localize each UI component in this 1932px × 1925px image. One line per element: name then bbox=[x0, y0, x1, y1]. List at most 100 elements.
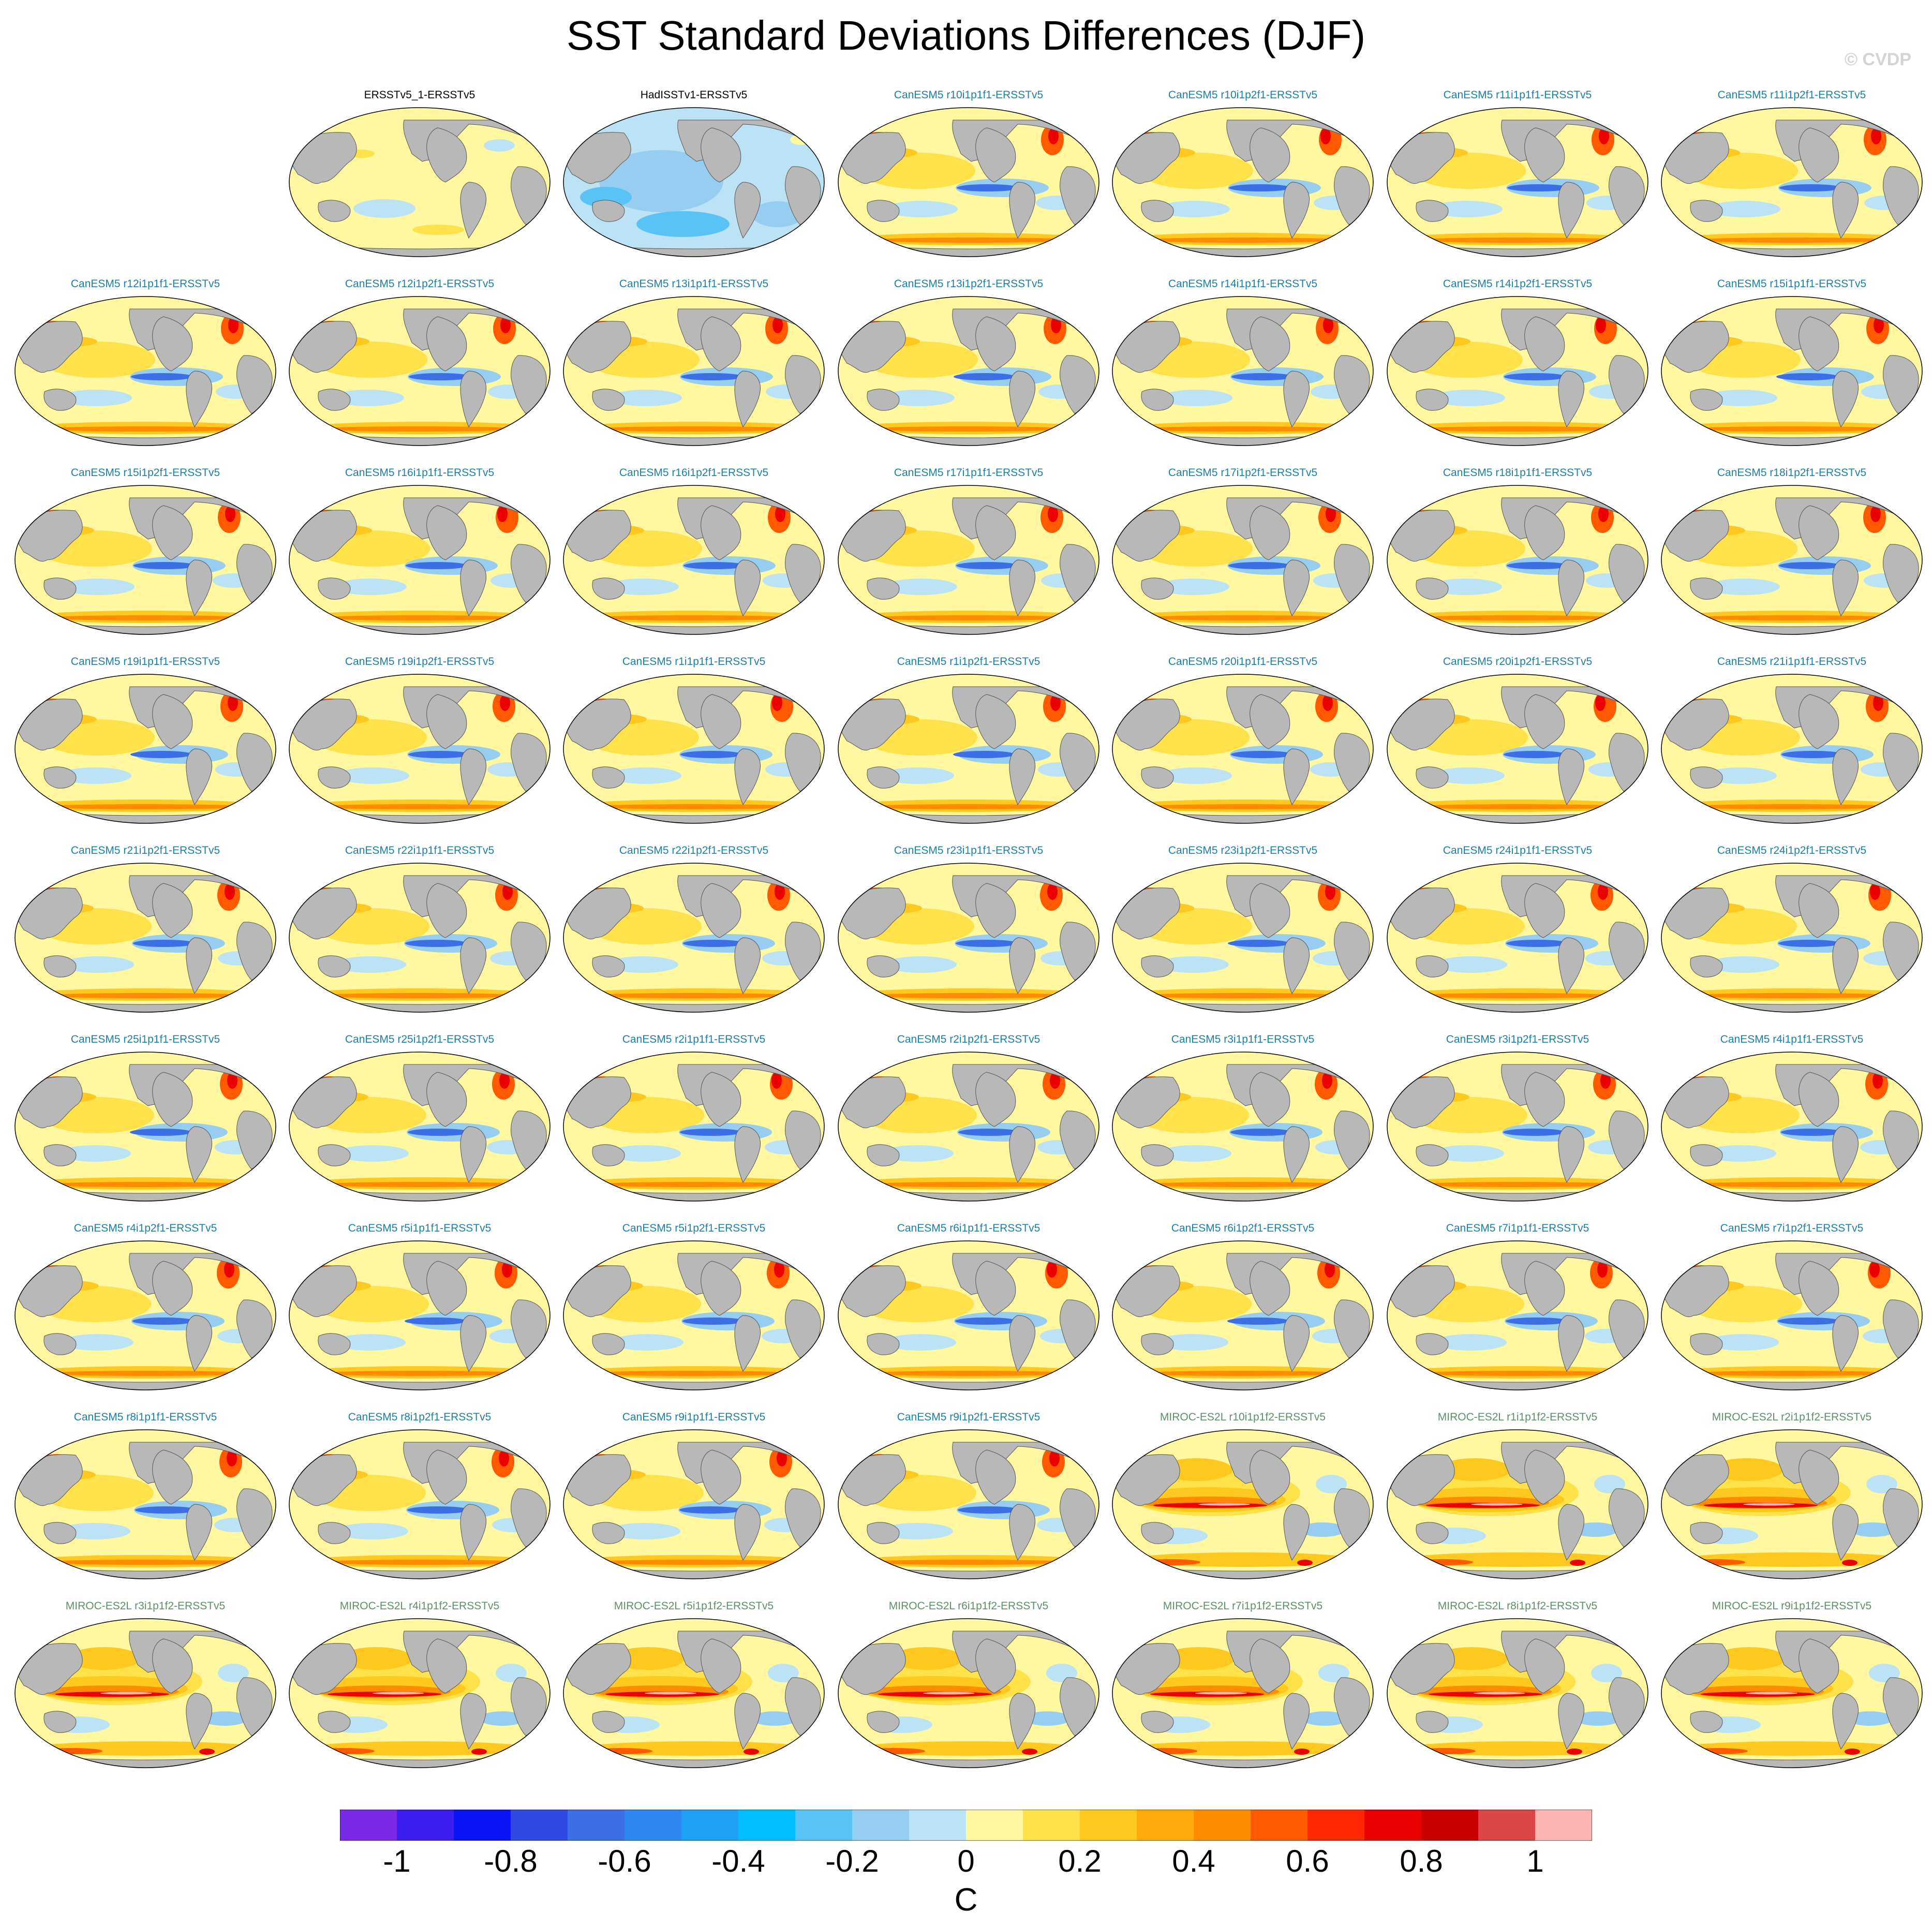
anomaly-region bbox=[59, 767, 131, 784]
anomaly-region bbox=[777, 1450, 787, 1467]
land-mass bbox=[426, 127, 467, 183]
land-mass bbox=[1799, 1072, 1839, 1127]
anomaly-region bbox=[772, 317, 783, 333]
panel-title: MIROC-ES2L r6i1p1f2-ERSSTv5 bbox=[888, 1600, 1049, 1612]
anomaly-region bbox=[863, 1748, 925, 1754]
land-mass bbox=[1283, 559, 1310, 617]
land-mass bbox=[867, 955, 900, 978]
anomaly-region bbox=[772, 694, 782, 711]
map-panel: CanESM5 r6i1p1f1-ERSSTv5 bbox=[831, 1221, 1106, 1397]
map-border bbox=[563, 1052, 825, 1202]
land-mass bbox=[43, 1333, 77, 1355]
land-mass bbox=[1832, 937, 1859, 995]
anomaly-region bbox=[882, 767, 954, 784]
anomaly-region bbox=[1316, 1475, 1347, 1493]
map-panel: CanESM5 r5i1p2f1-ERSSTv5 bbox=[557, 1221, 831, 1397]
anomaly-region bbox=[1432, 767, 1505, 784]
map-panel: MIROC-ES2L r2i1p1f2-ERSSTv5 bbox=[1655, 1410, 1929, 1586]
map-border bbox=[289, 863, 551, 1013]
colorbar-swatch bbox=[1137, 1810, 1194, 1841]
land-mass bbox=[1009, 1504, 1035, 1561]
land-mass bbox=[701, 505, 741, 560]
map-border bbox=[1387, 107, 1648, 257]
anomaly-region bbox=[864, 804, 1071, 809]
anomaly-region bbox=[1294, 1749, 1310, 1755]
sst-difference-map bbox=[1112, 1429, 1374, 1579]
land-mass bbox=[1283, 748, 1310, 806]
panel-title: CanESM5 r6i1p2f1-ERSSTv5 bbox=[1171, 1222, 1315, 1234]
land-mass bbox=[975, 316, 1016, 372]
colorbar-swatch bbox=[397, 1810, 454, 1841]
land-mass bbox=[152, 1261, 193, 1316]
panel-title: CanESM5 r20i1p2f1-ERSSTv5 bbox=[1443, 656, 1593, 668]
anomaly-region bbox=[1847, 1711, 1893, 1726]
panel-title: CanESM5 r14i1p2f1-ERSSTv5 bbox=[1443, 278, 1593, 290]
map-panel: CanESM5 r10i1p2f1-ERSSTv5 bbox=[1106, 88, 1380, 264]
land-mass bbox=[867, 766, 900, 789]
anomaly-region bbox=[1227, 1317, 1289, 1325]
sst-difference-map bbox=[1112, 107, 1374, 257]
anomaly-region bbox=[885, 201, 958, 217]
sst-difference-map bbox=[1661, 674, 1923, 824]
map-border bbox=[563, 674, 825, 824]
panel-title: CanESM5 r11i1p2f1-ERSSTv5 bbox=[1717, 89, 1866, 101]
anomaly-region bbox=[353, 199, 415, 218]
anomaly-region bbox=[1050, 694, 1061, 711]
map-border bbox=[563, 863, 825, 1013]
map-border bbox=[563, 1240, 825, 1390]
sst-difference-map bbox=[1387, 485, 1648, 635]
anomaly-region bbox=[201, 1711, 248, 1726]
land-mass bbox=[734, 748, 761, 806]
colorbar-tick-label: 0.4 bbox=[1172, 1844, 1215, 1878]
map-border bbox=[1661, 1240, 1923, 1390]
land-mass bbox=[152, 1638, 193, 1694]
anomaly-region bbox=[1230, 1129, 1292, 1136]
anomaly-region bbox=[1596, 317, 1606, 333]
anomaly-region bbox=[790, 135, 811, 145]
land-mass bbox=[1416, 389, 1449, 411]
anomaly-region bbox=[1434, 1334, 1507, 1351]
land-mass bbox=[1250, 1072, 1290, 1127]
anomaly-region bbox=[768, 1664, 799, 1682]
map-panel: CanESM5 r12i1p2f1-ERSSTv5 bbox=[283, 277, 557, 453]
anomaly-region bbox=[864, 1182, 1071, 1187]
map-border bbox=[1112, 674, 1374, 824]
land-mass bbox=[592, 1144, 625, 1166]
anomaly-region bbox=[1157, 579, 1229, 595]
land-mass bbox=[734, 1315, 761, 1372]
map-panel: CanESM5 r16i1p2f1-ERSSTv5 bbox=[557, 466, 831, 642]
anomaly-region bbox=[580, 187, 632, 208]
anomaly-region bbox=[135, 1506, 197, 1514]
colorbar-swatch bbox=[1307, 1810, 1364, 1841]
land-mass bbox=[592, 389, 625, 411]
anomaly-region bbox=[497, 506, 508, 522]
sst-difference-map bbox=[1387, 674, 1648, 824]
anomaly-region bbox=[1414, 1748, 1476, 1754]
anomaly-region bbox=[1597, 1261, 1608, 1278]
map-panel: CanESM5 r15i1p2f1-ERSSTv5 bbox=[8, 466, 283, 642]
land-mass bbox=[1283, 1126, 1310, 1183]
panel-title: CanESM5 r16i1p2f1-ERSSTv5 bbox=[619, 467, 769, 479]
land-mass bbox=[1558, 182, 1584, 239]
anomaly-region bbox=[130, 751, 192, 758]
anomaly-region bbox=[1506, 1317, 1568, 1325]
map-panel: CanESM5 r12i1p1f1-ERSSTv5 bbox=[8, 277, 283, 453]
anomaly-region bbox=[1022, 1749, 1037, 1755]
land-mass bbox=[460, 1315, 486, 1372]
map-border bbox=[563, 107, 825, 257]
anomaly-region bbox=[1024, 1711, 1071, 1726]
anomaly-region bbox=[405, 1317, 467, 1325]
anomaly-region bbox=[1156, 956, 1229, 973]
map-panel: MIROC-ES2L r5i1p1f2-ERSSTv5 bbox=[557, 1599, 831, 1775]
colorbar-swatch bbox=[568, 1810, 625, 1841]
map-border bbox=[1661, 485, 1923, 635]
land-mass bbox=[186, 1504, 212, 1561]
panel-title: MIROC-ES2L r3i1p1f2-ERSSTv5 bbox=[65, 1600, 226, 1612]
anomaly-region bbox=[1705, 390, 1777, 406]
sst-difference-map bbox=[1387, 1618, 1648, 1768]
map-border bbox=[563, 296, 825, 446]
anomaly-region bbox=[885, 579, 957, 595]
map-border bbox=[1387, 1240, 1648, 1390]
anomaly-region bbox=[502, 883, 513, 900]
land-mass bbox=[1799, 1261, 1839, 1316]
